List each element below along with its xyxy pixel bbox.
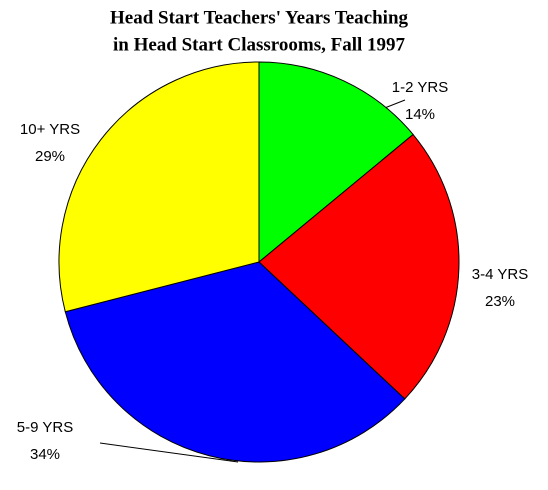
pie-slice (258, 61, 414, 264)
slice-label: 3-4 YRS (472, 266, 528, 283)
value-label: 29% (35, 148, 65, 165)
slice-label: 1-2 YRS (392, 79, 448, 96)
slice-label: 10+ YRS (20, 121, 80, 138)
leader-line (99, 442, 239, 463)
slice-label: 5-9 YRS (17, 419, 73, 436)
pie-slice (258, 133, 460, 400)
chart-title: in Head Start Classrooms, Fall 1997 (113, 34, 406, 55)
value-label: 34% (30, 446, 60, 463)
value-label: 14% (405, 106, 435, 123)
value-label: 23% (485, 293, 515, 310)
pie-slice (64, 261, 406, 463)
chart-title: Head Start Teachers' Years Teaching (110, 7, 409, 28)
pie-slice (58, 61, 260, 313)
